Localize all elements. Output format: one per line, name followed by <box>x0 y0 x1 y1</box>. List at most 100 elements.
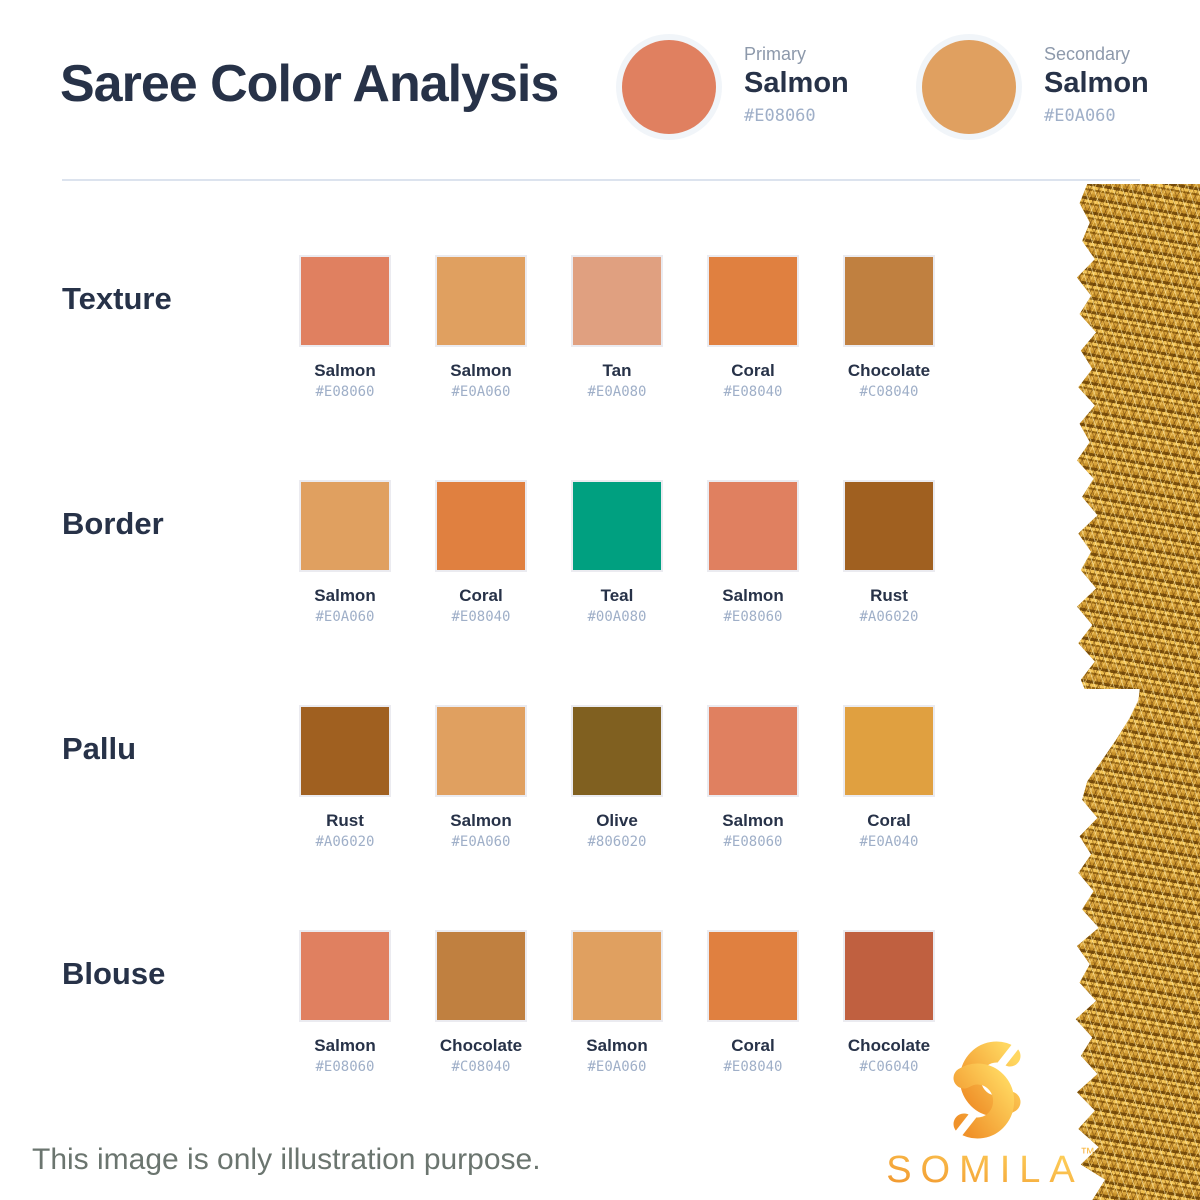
color-swatch: Salmon #E0A060 <box>299 480 391 625</box>
color-swatch-box <box>843 255 935 347</box>
color-swatch-box <box>843 480 935 572</box>
color-swatch-box <box>435 480 527 572</box>
disclaimer-text: This image is only illustration purpose. <box>32 1143 541 1176</box>
color-swatch: Tan #E0A080 <box>571 255 663 400</box>
color-swatch: Chocolate #C08040 <box>843 255 935 400</box>
color-hex: #E0A080 <box>587 384 647 400</box>
color-swatch-box <box>707 480 799 572</box>
color-swatch: Rust #A06020 <box>299 705 391 850</box>
color-swatch: Coral #E0A040 <box>843 705 935 850</box>
primary-color-name: Salmon <box>744 67 849 99</box>
color-swatch-box <box>571 255 663 347</box>
color-name: Tan <box>602 361 632 380</box>
color-swatch: Teal #00A080 <box>571 480 663 625</box>
color-hex: #E0A060 <box>451 834 511 850</box>
row-label: Pallu <box>62 731 137 766</box>
color-row: Texture Salmon #E08060 Salmon #E0A060 Ta… <box>0 255 1200 415</box>
color-hex: #E08060 <box>315 1059 375 1075</box>
color-swatch-box <box>707 930 799 1022</box>
color-name: Salmon <box>450 361 512 380</box>
color-hex: #A06020 <box>315 834 375 850</box>
color-hex: #00A080 <box>587 609 647 625</box>
color-swatch-box <box>435 255 527 347</box>
primary-color-text: Primary Salmon #E08060 <box>744 40 849 134</box>
color-swatch: Chocolate #C06040 <box>843 930 935 1075</box>
color-swatch-box <box>571 480 663 572</box>
brand-logo: SOMILA ™ <box>886 1035 1095 1191</box>
color-name: Chocolate <box>439 1036 523 1055</box>
color-row: Blouse Salmon #E08060 Chocolate #C08040 … <box>0 930 1200 1090</box>
primary-color-chip: Primary Salmon #E08060 <box>622 40 849 134</box>
primary-color-role: Primary <box>744 44 806 64</box>
color-hex: #A06020 <box>859 609 919 625</box>
color-swatch-box <box>435 930 527 1022</box>
color-row: Border Salmon #E0A060 Coral #E08040 Teal… <box>0 480 1200 640</box>
color-swatch: Coral #E08040 <box>435 480 527 625</box>
color-swatch: Salmon #E0A060 <box>435 255 527 400</box>
color-swatch: Rust #A06020 <box>843 480 935 625</box>
color-swatch: Olive #806020 <box>571 705 663 850</box>
color-name: Teal <box>600 586 634 605</box>
color-swatch: Salmon #E08060 <box>299 255 391 400</box>
color-swatch-box <box>707 705 799 797</box>
header-divider <box>62 179 1140 181</box>
color-swatch: Salmon #E08060 <box>707 705 799 850</box>
color-name: Rust <box>870 586 908 605</box>
color-hex: #E08040 <box>723 384 783 400</box>
secondary-color-chip: Secondary Salmon #E0A060 <box>922 40 1149 134</box>
color-swatch-box <box>843 930 935 1022</box>
secondary-color-hex: #E0A060 <box>1044 106 1116 126</box>
color-name: Coral <box>731 361 775 380</box>
color-hex: #C08040 <box>451 1059 511 1075</box>
color-hex: #806020 <box>587 834 647 850</box>
color-hex: #E0A060 <box>587 1059 647 1075</box>
primary-color-circle <box>622 40 716 134</box>
brand-name: SOMILA <box>886 1149 1084 1191</box>
color-swatch-box <box>843 705 935 797</box>
color-hex: #E08060 <box>723 834 783 850</box>
color-hex: #E0A060 <box>451 384 511 400</box>
color-name: Salmon <box>314 586 376 605</box>
color-name: Coral <box>731 1036 775 1055</box>
color-hex: #C08040 <box>859 384 919 400</box>
color-swatch-box <box>707 255 799 347</box>
color-swatch-box <box>435 705 527 797</box>
color-swatch-box <box>571 930 663 1022</box>
color-swatch: Salmon #E08060 <box>299 930 391 1075</box>
color-name: Salmon <box>722 586 784 605</box>
color-name: Salmon <box>314 361 376 380</box>
color-swatch: Salmon #E0A060 <box>435 705 527 850</box>
row-label: Border <box>62 506 164 541</box>
secondary-color-role: Secondary <box>1044 44 1131 64</box>
color-swatch-box <box>299 705 391 797</box>
primary-color-hex: #E08060 <box>744 106 816 126</box>
color-name: Chocolate <box>847 1036 931 1055</box>
secondary-color-text: Secondary Salmon #E0A060 <box>1044 40 1149 134</box>
color-hex: #E08060 <box>315 384 375 400</box>
color-hex: #E08060 <box>723 609 783 625</box>
color-hex: #C06040 <box>859 1059 919 1075</box>
color-swatch: Coral #E08040 <box>707 930 799 1075</box>
color-name: Coral <box>459 586 503 605</box>
color-swatch-box <box>299 480 391 572</box>
color-hex: #E08040 <box>723 1059 783 1075</box>
color-name: Salmon <box>722 811 784 830</box>
color-name: Chocolate <box>847 361 931 380</box>
row-label: Blouse <box>62 956 166 991</box>
color-name: Salmon <box>586 1036 648 1055</box>
swatch-group: Salmon #E08060 Salmon #E0A060 Tan #E0A08… <box>299 255 935 400</box>
secondary-color-circle <box>922 40 1016 134</box>
swatch-group: Salmon #E08060 Chocolate #C08040 Salmon … <box>299 930 935 1075</box>
color-swatch: Chocolate #C08040 <box>435 930 527 1075</box>
color-swatch: Salmon #E08060 <box>707 480 799 625</box>
row-label: Texture <box>62 281 172 316</box>
color-swatch-box <box>299 255 391 347</box>
color-swatch: Salmon #E0A060 <box>571 930 663 1075</box>
page-title: Saree Color Analysis <box>60 55 559 113</box>
color-row: Pallu Rust #A06020 Salmon #E0A060 Olive … <box>0 705 1200 865</box>
swatch-group: Rust #A06020 Salmon #E0A060 Olive #80602… <box>299 705 935 850</box>
swatch-group: Salmon #E0A060 Coral #E08040 Teal #00A08… <box>299 480 935 625</box>
color-name: Olive <box>596 811 638 830</box>
color-name: Salmon <box>450 811 512 830</box>
color-swatch: Coral #E08040 <box>707 255 799 400</box>
